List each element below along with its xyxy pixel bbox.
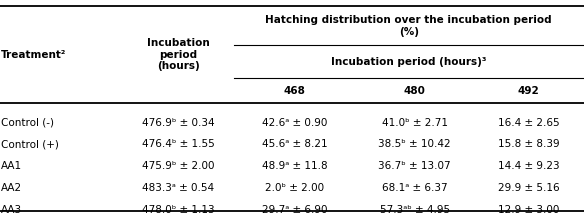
Text: 45.6ᵃ ± 8.21: 45.6ᵃ ± 8.21 [262,140,328,149]
Text: Control (-): Control (-) [1,118,54,127]
Text: 29.9 ± 5.16: 29.9 ± 5.16 [498,183,559,193]
Text: 15.8 ± 8.39: 15.8 ± 8.39 [498,140,559,149]
Text: 476.9ᵇ ± 0.34: 476.9ᵇ ± 0.34 [142,118,214,127]
Text: AA2: AA2 [1,183,22,193]
Text: 29.7ᵃ ± 6.90: 29.7ᵃ ± 6.90 [262,205,328,215]
Text: 468: 468 [284,86,306,96]
Text: 480: 480 [404,86,426,96]
Text: 492: 492 [517,86,540,96]
Text: Treatment²: Treatment² [1,50,67,60]
Text: 42.6ᵃ ± 0.90: 42.6ᵃ ± 0.90 [262,118,328,127]
Text: 38.5ᵇ ± 10.42: 38.5ᵇ ± 10.42 [378,140,451,149]
Text: 12.9 ± 3.00: 12.9 ± 3.00 [498,205,559,215]
Text: 57.3ᵃᵇ ± 4.95: 57.3ᵃᵇ ± 4.95 [380,205,450,215]
Text: 14.4 ± 9.23: 14.4 ± 9.23 [498,161,559,171]
Text: 36.7ᵇ ± 13.07: 36.7ᵇ ± 13.07 [378,161,451,171]
Text: AA1: AA1 [1,161,22,171]
Text: 478.0ᵇ ± 1.13: 478.0ᵇ ± 1.13 [142,205,214,215]
Text: Control (+): Control (+) [1,140,59,149]
Text: AA3: AA3 [1,205,22,215]
Text: 476.4ᵇ ± 1.55: 476.4ᵇ ± 1.55 [142,140,214,149]
Text: Incubation period (hours)³: Incubation period (hours)³ [331,57,486,67]
Text: Incubation
period
(hours): Incubation period (hours) [147,38,210,71]
Text: 2.0ᵇ ± 2.00: 2.0ᵇ ± 2.00 [265,183,325,193]
Text: 483.3ᵃ ± 0.54: 483.3ᵃ ± 0.54 [142,183,214,193]
Text: Hatching distribution over the incubation period
(%): Hatching distribution over the incubatio… [266,15,552,37]
Text: 475.9ᵇ ± 2.00: 475.9ᵇ ± 2.00 [142,161,214,171]
Text: 41.0ᵇ ± 2.71: 41.0ᵇ ± 2.71 [381,118,448,127]
Text: 16.4 ± 2.65: 16.4 ± 2.65 [498,118,559,127]
Text: 68.1ᵃ ± 6.37: 68.1ᵃ ± 6.37 [382,183,447,193]
Text: 48.9ᵃ ± 11.8: 48.9ᵃ ± 11.8 [262,161,328,171]
